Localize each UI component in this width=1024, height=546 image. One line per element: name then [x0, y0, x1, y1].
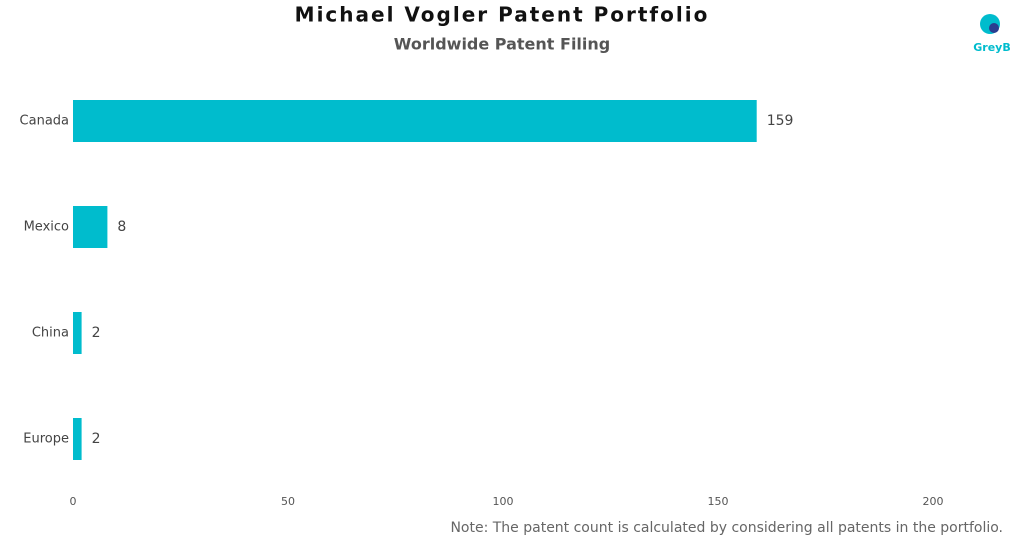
value-label: 2 — [92, 431, 101, 447]
bar — [73, 100, 757, 142]
value-label: 2 — [92, 325, 101, 341]
note: Note: The patent count is calculated by … — [450, 520, 1003, 536]
y-tick-label: Mexico — [24, 220, 69, 235]
logo-text: GreyB — [973, 41, 1010, 54]
chart-subtitle: Worldwide Patent Filing — [394, 35, 610, 54]
y-tick-label: China — [32, 326, 69, 341]
logo: GreyB — [973, 14, 1011, 54]
x-tick-label: 50 — [281, 495, 295, 508]
x-tick-label: 0 — [70, 495, 77, 508]
value-label: 159 — [767, 113, 794, 129]
x-tick-label: 200 — [923, 495, 944, 508]
bar — [73, 312, 82, 354]
value-label: 8 — [117, 219, 126, 235]
x-tick-label: 100 — [493, 495, 514, 508]
bar — [73, 418, 82, 460]
logo-icon — [989, 23, 999, 33]
x-tick-label: 150 — [708, 495, 729, 508]
y-tick-label: Canada — [20, 114, 69, 129]
y-tick-label: Europe — [23, 432, 69, 447]
chart-title: Michael Vogler Patent Portfolio — [295, 3, 710, 27]
bar — [73, 206, 108, 248]
